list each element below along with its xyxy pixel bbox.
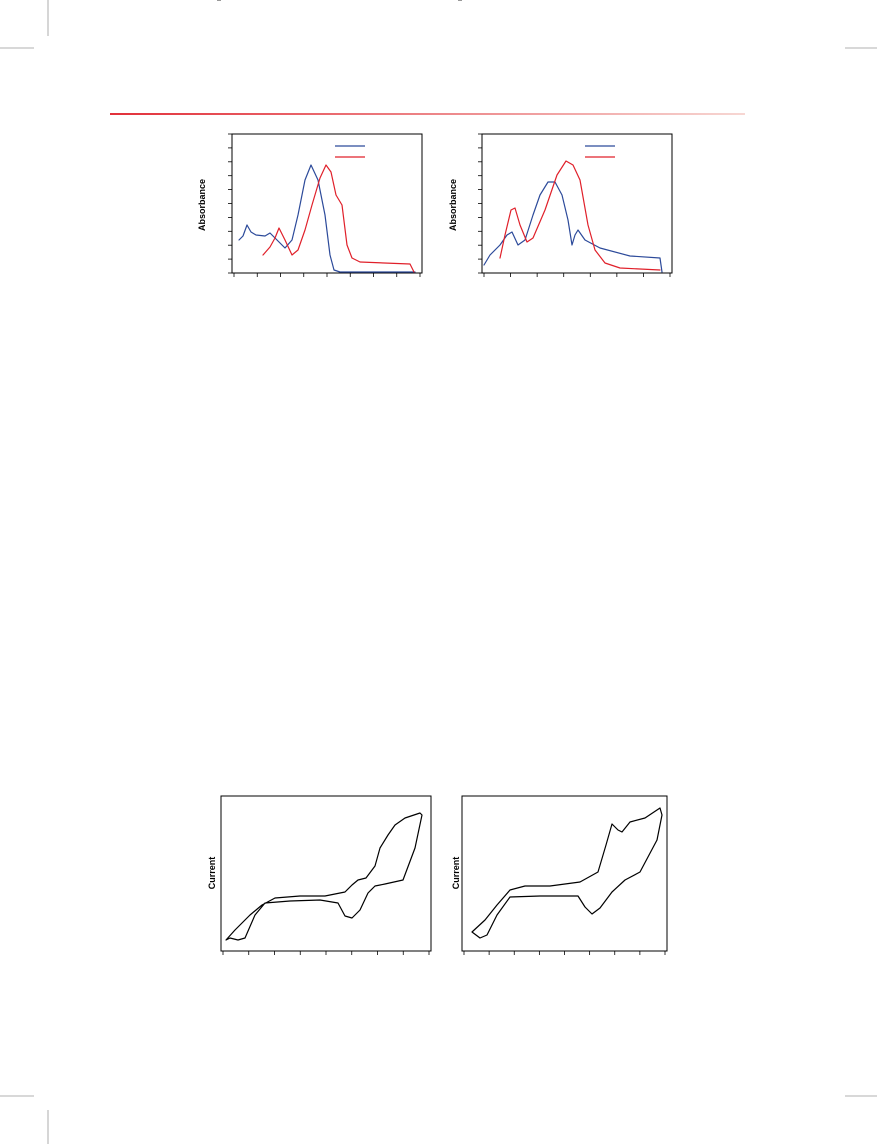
y-axis-label: Current <box>207 857 217 890</box>
ticks <box>458 0 666 955</box>
cv-chart: Current <box>451 0 668 955</box>
ticks <box>228 133 421 277</box>
y-axis-label: Absorbance <box>448 179 458 231</box>
spectrum <box>262 164 415 273</box>
ticks <box>478 133 671 277</box>
spectrum <box>499 160 661 271</box>
y-axis-label: Absorbance <box>197 179 207 231</box>
plot-frame <box>231 133 423 274</box>
y-axis-label: Current <box>451 857 461 890</box>
voltammogram <box>471 807 663 939</box>
voltammogram <box>225 812 423 941</box>
absorbance-chart: Absorbance <box>197 133 423 277</box>
plot-frame <box>220 795 432 952</box>
cv-chart: Current <box>207 0 432 955</box>
header-rule <box>110 113 745 115</box>
plot-frame <box>481 133 673 274</box>
spectrum <box>238 164 416 273</box>
ticks <box>217 0 430 955</box>
spectrum <box>483 181 663 273</box>
absorbance-chart: Absorbance <box>448 133 673 277</box>
